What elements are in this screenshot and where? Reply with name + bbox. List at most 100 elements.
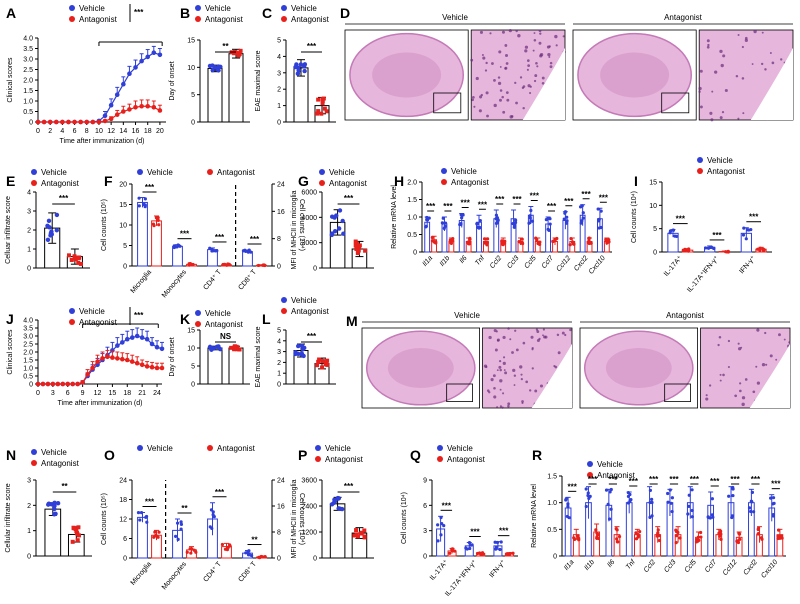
data-point <box>96 119 102 125</box>
cell-nucleus <box>727 339 731 343</box>
cell-nucleus <box>521 400 524 403</box>
y-tick-label: 5 <box>123 243 127 250</box>
cell-nucleus <box>718 335 722 339</box>
data-point <box>363 248 368 253</box>
y-tick-label: 10 <box>649 203 657 210</box>
data-point <box>719 537 723 541</box>
data-point <box>189 551 193 555</box>
data-point <box>636 533 640 537</box>
data-point <box>655 534 659 538</box>
cell-nucleus <box>752 390 756 394</box>
data-point <box>584 487 588 491</box>
data-point <box>731 493 735 498</box>
cell-nucleus <box>539 32 542 35</box>
data-point <box>35 119 41 125</box>
cell-nucleus <box>534 74 538 78</box>
panel-label-N: N <box>6 447 16 463</box>
y-tick-label: 15 <box>187 38 195 45</box>
cell-nucleus <box>515 29 518 33</box>
data-point <box>75 538 80 543</box>
legend-vehicle-marker <box>315 445 321 451</box>
data-point <box>236 53 241 58</box>
spinal-cord-section <box>349 32 465 118</box>
data-point <box>424 224 428 228</box>
data-point <box>430 235 434 240</box>
y-tick-label: 4 <box>27 190 31 197</box>
y-tick-label: 0 <box>191 382 195 389</box>
cell-nucleus <box>534 389 538 393</box>
x-category-label: Ccl7 <box>704 558 719 574</box>
data-point <box>120 356 125 362</box>
cell-nucleus <box>509 338 512 341</box>
cell-nucleus <box>536 338 540 343</box>
cell-nucleus <box>502 110 506 114</box>
data-point <box>76 260 81 265</box>
data-point <box>481 552 485 556</box>
data-point <box>152 535 156 539</box>
data-point <box>460 216 464 220</box>
data-point <box>546 216 550 220</box>
cell-nucleus <box>496 369 499 372</box>
data-point <box>320 98 325 103</box>
cell-nucleus <box>504 44 508 47</box>
x-category-label: CD4⁺ T <box>202 268 223 291</box>
panel-M: Vehicle Antagonist <box>361 311 791 409</box>
data-point <box>534 236 538 240</box>
data-point <box>756 532 761 536</box>
data-point <box>78 261 83 266</box>
y-tick-label: 8 <box>277 236 281 243</box>
y-tick-label: 0.5 <box>23 109 33 116</box>
panel-label-L: L <box>262 311 271 327</box>
panel-label-O: O <box>104 447 115 463</box>
cell-nucleus <box>497 81 502 86</box>
x-tick-label: 2 <box>48 128 52 135</box>
x-category-label: Il1a <box>422 255 435 268</box>
cell-nucleus <box>493 103 497 108</box>
data-point <box>448 238 452 242</box>
cell-nucleus <box>541 81 545 85</box>
significance-label: ** <box>61 482 68 491</box>
data-point <box>511 551 515 555</box>
data-point <box>235 347 240 352</box>
legend-antagonist-marker <box>281 308 287 314</box>
cell-nucleus <box>507 402 511 406</box>
legend-antagonist-marker <box>195 321 201 327</box>
x-category-label: Cxcl10 <box>760 559 779 580</box>
cell-nucleus <box>741 402 745 407</box>
cell-nucleus <box>737 34 740 37</box>
data-point <box>581 211 585 215</box>
y-tick-label: 0 <box>29 120 33 127</box>
cell-nucleus <box>519 76 523 79</box>
data-point <box>769 496 773 500</box>
significance-label: ** <box>181 504 188 513</box>
y-axis-title: EAE maximal score <box>255 50 262 111</box>
cell-nucleus <box>724 88 728 93</box>
data-point <box>668 229 673 233</box>
data-point <box>145 520 149 524</box>
data-point <box>121 81 126 87</box>
data-point <box>139 335 145 340</box>
legend-vehicle-marker <box>31 169 37 175</box>
data-point <box>226 262 230 266</box>
x-category-label: Tnf <box>474 254 487 267</box>
data-point <box>145 103 151 109</box>
data-point <box>76 533 81 538</box>
data-point <box>151 105 157 110</box>
x-tick-label: 14 <box>119 128 127 135</box>
x-tick-label: 21 <box>138 390 146 397</box>
data-point <box>717 531 721 535</box>
condition-label: Antagonist <box>666 311 705 320</box>
data-point <box>615 537 619 541</box>
cell-nucleus <box>506 98 510 102</box>
data-point <box>321 96 326 101</box>
legend-antagonist-marker <box>69 319 75 325</box>
data-point <box>595 535 599 539</box>
data-point <box>650 514 654 518</box>
cell-nucleus <box>511 351 514 354</box>
data-point <box>246 250 250 254</box>
significance-label: *** <box>730 475 740 484</box>
y-tick-label: 9 <box>423 478 427 485</box>
data-point <box>144 336 150 342</box>
data-point <box>60 381 66 387</box>
y-tick-label: 2.5 <box>23 67 33 74</box>
